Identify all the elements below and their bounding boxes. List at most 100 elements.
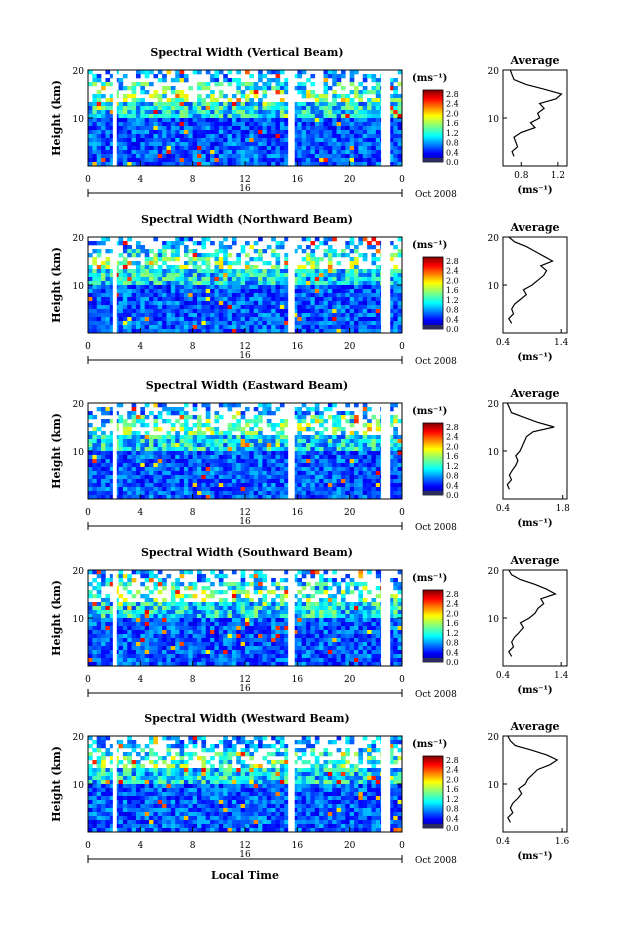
colorbar-tick-label: 2.8 — [446, 423, 459, 432]
y-tick-label: 20 — [73, 733, 85, 743]
profile-x-label: (ms⁻¹) — [517, 185, 552, 196]
x-tick-label: 0 — [399, 342, 405, 352]
profile-x-tick-label: 0.4 — [496, 671, 511, 681]
panel-title: Spectral Width (Northward Beam) — [141, 213, 353, 226]
panel-title: Spectral Width (Southward Beam) — [141, 546, 353, 559]
panel-4: Spectral Width (Westward Beam) 20 10 Height… — [50, 712, 569, 866]
panel-2: Spectral Width (Eastward Beam) 20 10 Height… — [50, 379, 570, 533]
colorbar-tick-label: 1.2 — [446, 129, 459, 138]
x-tick-label: 4 — [137, 175, 143, 185]
profile-x-tick-label: 0.8 — [514, 171, 529, 181]
data-gap — [112, 236, 117, 334]
colorbar-tick-label: 0.0 — [446, 658, 459, 667]
date-label: Oct 2008 — [415, 190, 457, 200]
y-tick-label: 20 — [73, 400, 85, 410]
colorbar-gradient — [422, 589, 444, 663]
colorbar-tick-label: 1.2 — [446, 462, 459, 471]
colorbar-tick-label: 2.0 — [446, 442, 459, 451]
x-tick-label: 12 — [239, 675, 250, 685]
colorbar-floor — [423, 158, 443, 162]
y-tick-label: 10 — [73, 115, 85, 125]
colorbar-floor — [423, 824, 443, 828]
profile-y-tick-label: 20 — [488, 67, 500, 77]
y-axis-label: Height (km) — [50, 746, 63, 822]
date-marker: 16 — [239, 184, 251, 194]
colorbar-unit: (ms⁻¹) — [412, 406, 447, 417]
profile-line — [508, 569, 557, 657]
colorbar-tick-label: 1.2 — [446, 795, 459, 804]
profile-title: Average — [509, 554, 559, 567]
colorbar-floor — [423, 491, 443, 495]
panel-title: Spectral Width (Vertical Beam) — [150, 46, 343, 59]
x-tick-label: 0 — [85, 342, 91, 352]
data-gap — [288, 236, 295, 334]
colorbar-tick-label: 2.0 — [446, 276, 459, 285]
x-tick-label: 8 — [190, 342, 196, 352]
x-tick-label: 12 — [239, 841, 250, 851]
x-tick-label: 16 — [292, 675, 304, 685]
profile-line — [508, 236, 554, 324]
colorbar-tick-label: 2.0 — [446, 109, 459, 118]
x-tick-label: 4 — [137, 841, 143, 851]
x-tick-label: 8 — [190, 508, 196, 518]
date-marker: 16 — [239, 517, 251, 527]
colorbar-tick-label: 2.8 — [446, 90, 459, 99]
data-gap — [381, 69, 391, 167]
colorbar: (ms⁻¹) 2.82.42.01.61.20.80.40.0 — [412, 73, 459, 167]
y-axis-label: Height (km) — [50, 80, 63, 156]
profile-x-tick-label: 0.4 — [496, 837, 511, 847]
colorbar-tick-label: 2.4 — [446, 433, 459, 442]
date-marker: 16 — [239, 684, 251, 694]
heatmap — [88, 236, 403, 334]
profile-x-tick-label: 1.8 — [556, 504, 571, 514]
colorbar-unit: (ms⁻¹) — [412, 73, 447, 84]
colorbar-unit: (ms⁻¹) — [412, 739, 447, 750]
data-gap — [112, 569, 117, 667]
x-tick-label: 0 — [399, 175, 405, 185]
profile: Average 20 10 0.4 1.8 (ms⁻¹) — [488, 387, 571, 529]
colorbar-tick-label: 1.2 — [446, 296, 459, 305]
heatmap — [88, 69, 403, 167]
colorbar-tick-label: 1.6 — [446, 119, 459, 128]
x-tick-label: 12 — [239, 508, 250, 518]
profile: Average 20 10 0.8 1.2 (ms⁻¹) — [488, 54, 568, 196]
heatmap — [88, 569, 403, 667]
colorbar-tick-label: 2.4 — [446, 267, 459, 276]
panel-0: Spectral Width (Vertical Beam) 20 10 Height… — [50, 46, 568, 200]
colorbar-tick-label: 2.4 — [446, 600, 459, 609]
colorbar-unit: (ms⁻¹) — [412, 573, 447, 584]
data-gap — [288, 735, 295, 833]
x-tick-label: 4 — [137, 342, 143, 352]
panel-1: Spectral Width (Northward Beam) 20 10 Heigh… — [50, 213, 569, 367]
y-tick-label: 20 — [73, 567, 85, 577]
x-tick-label: 4 — [137, 675, 143, 685]
colorbar-tick-label: 0.8 — [446, 639, 459, 648]
y-tick-label: 10 — [73, 282, 85, 292]
data-gap — [112, 69, 117, 167]
x-tick-label: 4 — [137, 508, 143, 518]
profile-x-tick-label: 0.4 — [496, 504, 511, 514]
x-tick-label: 16 — [292, 342, 304, 352]
profile-frame — [502, 735, 568, 833]
panel-title: Spectral Width (Eastward Beam) — [146, 379, 348, 392]
x-tick-label: 16 — [292, 508, 304, 518]
profile-line — [509, 69, 563, 157]
x-tick-label: 12 — [239, 175, 250, 185]
x-tick-label: 0 — [399, 508, 405, 518]
colorbar: (ms⁻¹) 2.82.42.01.61.20.80.40.0 — [412, 406, 459, 500]
y-tick-label: 10 — [73, 615, 85, 625]
x-tick-label: 8 — [190, 175, 196, 185]
colorbar-unit: (ms⁻¹) — [412, 240, 447, 251]
panel-title: Spectral Width (Westward Beam) — [144, 712, 349, 725]
profile: Average 20 10 0.4 1.6(ms⁻¹) — [488, 720, 570, 862]
profile-y-tick-label: 20 — [488, 234, 500, 244]
colorbar-tick-label: 1.6 — [446, 619, 459, 628]
colorbar-tick-label: 2.0 — [446, 609, 459, 618]
profile-x-label: (ms⁻¹) — [517, 685, 552, 696]
colorbar: (ms⁻¹) 2.82.42.01.61.20.80.40.0 — [412, 739, 459, 833]
x-tick-label: 20 — [344, 675, 356, 685]
colorbar-tick-label: 1.6 — [446, 286, 459, 295]
profile-title: Average — [509, 720, 559, 733]
data-gap — [381, 236, 391, 334]
x-tick-label: 20 — [344, 841, 356, 851]
